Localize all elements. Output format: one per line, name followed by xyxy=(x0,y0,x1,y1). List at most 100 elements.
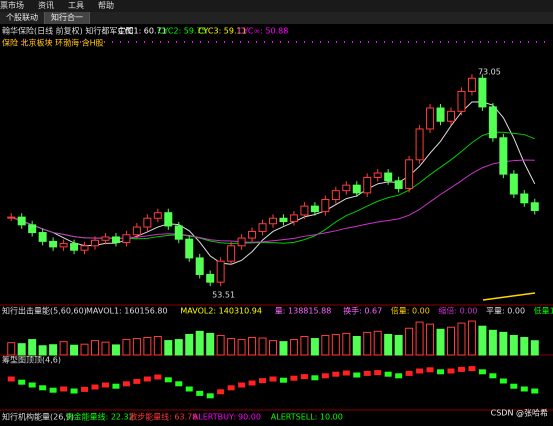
menu-item[interactable]: 票市场 xyxy=(0,1,24,10)
volume-bar xyxy=(415,321,424,356)
volume-bar xyxy=(289,339,298,356)
candle xyxy=(509,173,518,195)
volume-bar xyxy=(143,337,152,356)
candle xyxy=(206,273,215,283)
indicator-dot xyxy=(395,373,403,379)
volume-bar xyxy=(216,334,225,356)
candle xyxy=(111,236,120,243)
candle xyxy=(164,212,173,227)
indicator-dot xyxy=(81,386,89,392)
volume-bar xyxy=(91,340,99,356)
candle xyxy=(394,180,403,189)
indicator-dot xyxy=(238,382,246,388)
volume-bar xyxy=(457,322,466,356)
volume-bar xyxy=(310,338,319,356)
indicator-dot xyxy=(353,372,361,378)
menu-bar: 票市场 资讯 工具 帮助 xyxy=(0,0,553,12)
candle xyxy=(488,106,497,139)
candle xyxy=(530,202,539,212)
candle xyxy=(447,110,455,122)
candle xyxy=(143,217,152,228)
indicator-dot xyxy=(300,374,308,380)
candle xyxy=(405,159,414,189)
indicator-dot xyxy=(154,374,162,380)
indicator-dot xyxy=(374,370,382,376)
indicator-dot xyxy=(321,373,329,379)
volume-bar xyxy=(363,331,372,356)
volume-bar xyxy=(488,329,497,356)
volume-bar xyxy=(59,341,68,356)
footer-label: 资金能量线: 22.32 xyxy=(66,412,134,422)
candle xyxy=(520,193,529,204)
indicator-dot xyxy=(122,381,130,387)
menu-item[interactable]: 帮助 xyxy=(98,1,114,10)
candle xyxy=(342,184,351,192)
indicator-dot xyxy=(416,368,424,374)
candle xyxy=(28,224,37,234)
candle xyxy=(279,217,288,223)
candle xyxy=(457,90,466,112)
candle xyxy=(331,190,340,200)
low-label: 53.51 xyxy=(212,291,235,300)
candle xyxy=(195,257,204,275)
indicator-dot xyxy=(18,379,26,385)
volume-bar xyxy=(174,339,183,356)
candle xyxy=(101,236,110,241)
volume-bar xyxy=(331,333,340,356)
indicator-dot xyxy=(70,388,78,394)
candle xyxy=(132,226,141,236)
candle xyxy=(258,223,267,232)
indicator-dot xyxy=(363,370,371,376)
indicator-dot xyxy=(196,390,204,396)
volume-label: MAVOL2: 140310.94 xyxy=(180,307,262,316)
volume-bar xyxy=(530,340,539,356)
footer-label: ALERTBUY: 90.00 xyxy=(193,413,261,422)
indicator-dot xyxy=(49,387,57,393)
indicator-dot xyxy=(510,383,518,389)
volume-bar xyxy=(279,341,288,356)
tab[interactable]: 个股联动 xyxy=(0,12,45,24)
volume-bar xyxy=(17,343,26,356)
volume-bar xyxy=(101,341,110,356)
indicator-dot xyxy=(101,382,109,388)
candle xyxy=(185,238,194,259)
indicator-dot xyxy=(447,368,455,374)
candle xyxy=(70,243,79,251)
indicator-dot xyxy=(468,366,476,372)
indicator-label: 筹型图顶顶(4,6) xyxy=(2,355,61,365)
menu-item[interactable]: 资讯 xyxy=(38,1,54,10)
candle xyxy=(321,198,330,213)
candle xyxy=(352,184,361,194)
indicator-dot xyxy=(457,366,465,372)
indicator-dot xyxy=(91,384,99,390)
indicator-dot xyxy=(39,385,47,391)
tab[interactable]: 知行合一 xyxy=(45,12,90,24)
volume-bar xyxy=(111,344,120,356)
volume-bar xyxy=(7,342,16,356)
indicator-dot xyxy=(259,378,267,384)
volume-bar xyxy=(394,334,403,356)
indicator-dot xyxy=(311,375,319,381)
volume-bar xyxy=(206,332,215,356)
candle xyxy=(153,212,162,219)
candle xyxy=(415,128,424,161)
candle xyxy=(289,214,298,223)
indicator-dot xyxy=(175,381,183,387)
indicator-dot xyxy=(478,369,486,375)
tab-bar: 个股联动 知行合一 xyxy=(0,12,553,24)
cyc-label: CYC∞: 50.88 xyxy=(238,27,288,36)
indicator-dot xyxy=(185,386,193,392)
candle xyxy=(499,137,508,175)
candle xyxy=(59,243,68,248)
indicator-dot xyxy=(248,380,256,386)
candle xyxy=(237,237,246,247)
volume-bar xyxy=(509,334,518,356)
menu-item[interactable]: 工具 xyxy=(68,1,84,10)
volume-bar xyxy=(499,331,508,356)
volume-label: 倍量: 0.00 xyxy=(391,306,430,316)
ma-line xyxy=(11,159,535,243)
indicator-dot xyxy=(164,377,172,383)
cyc-label: CYC1: 60.71 xyxy=(118,27,167,36)
volume-bar xyxy=(70,344,79,356)
